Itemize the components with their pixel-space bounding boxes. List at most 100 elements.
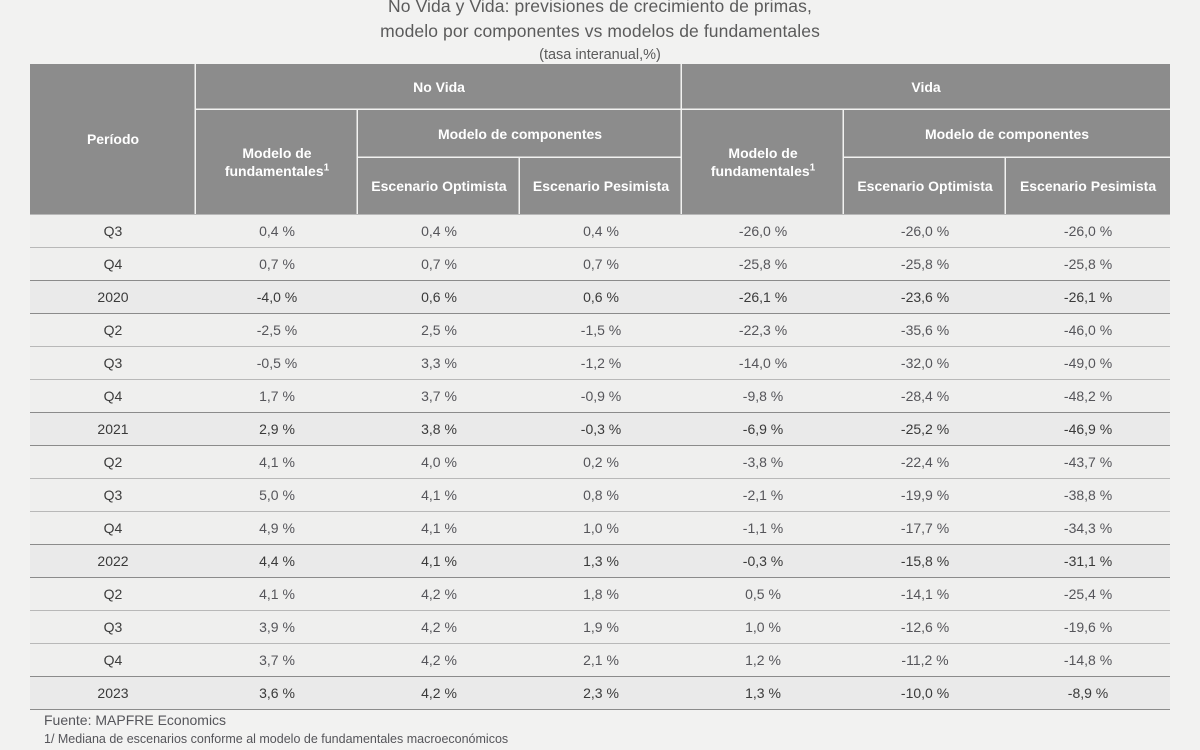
header-vida-fundamentales-label: Modelo de fundamentales — [710, 145, 810, 179]
cell-vida-fundamentales: -14,0 % — [682, 346, 845, 380]
cell-period: Q4 — [30, 511, 196, 545]
cell-vida-optimista: -25,2 % — [844, 412, 1007, 446]
table-body: Q3 0,4 % 0,4 % 0,4 % -26,0 % -26,0 % -26,0 % Q4… — [30, 214, 1171, 710]
cell-vida-optimista: -23,6 % — [844, 280, 1007, 314]
cell-no-vida-optimista: 4,2 % — [358, 610, 520, 644]
table-row-year: 2021 2,9 % 3,8 % -0,3 % -6,9 % -25,2 % -46,9 % — [30, 412, 1171, 446]
cell-vida-pesimista: -49,0 % — [1006, 346, 1171, 380]
cell-no-vida-optimista: 4,1 % — [358, 511, 520, 545]
cell-no-vida-fundamentales: 0,7 % — [196, 247, 358, 281]
cell-vida-optimista: -17,7 % — [844, 511, 1007, 545]
cell-vida-pesimista: -31,1 % — [1006, 544, 1171, 578]
cell-no-vida-pesimista: 0,4 % — [520, 214, 683, 248]
cell-no-vida-pesimista: 2,1 % — [520, 643, 683, 677]
cell-no-vida-pesimista: 2,3 % — [520, 676, 683, 710]
footnote-marker-vida: 1 — [809, 162, 816, 174]
cell-vida-fundamentales: -1,1 % — [682, 511, 845, 545]
table-footer: Fuente: MAPFRE Economics 1/ Mediana de e… — [44, 710, 1144, 749]
cell-period: Q2 — [30, 445, 196, 479]
cell-no-vida-optimista: 4,2 % — [358, 643, 520, 677]
cell-vida-optimista: -11,2 % — [844, 643, 1007, 677]
cell-vida-pesimista: -38,8 % — [1006, 478, 1171, 512]
footer-source: Fuente: MAPFRE Economics — [44, 712, 227, 728]
table-row: Q2 4,1 % 4,0 % 0,2 % -3,8 % -22,4 % -43,7 % — [30, 445, 1171, 479]
table-header: Período No Vida Vida Modelo de fundament… — [30, 64, 1171, 215]
cell-no-vida-pesimista: -0,9 % — [520, 379, 683, 413]
cell-vida-pesimista: -26,1 % — [1006, 280, 1171, 314]
cell-no-vida-pesimista: 1,0 % — [520, 511, 683, 545]
cell-vida-pesimista: -8,9 % — [1006, 676, 1171, 710]
cell-vida-optimista: -32,0 % — [844, 346, 1007, 380]
cell-vida-pesimista: -25,8 % — [1006, 247, 1171, 281]
cell-no-vida-fundamentales: 0,4 % — [196, 214, 358, 248]
header-vida-componentes: Modelo de componentes — [844, 110, 1171, 159]
header-no-vida-optimista: Escenario Optimista — [358, 158, 520, 215]
cell-vida-optimista: -25,8 % — [844, 247, 1007, 281]
cell-vida-optimista: -28,4 % — [844, 379, 1007, 413]
title-line-1: No Vida y Vida: previsiones de crecimien… — [388, 0, 812, 16]
cell-no-vida-fundamentales: 5,0 % — [196, 478, 358, 512]
cell-vida-pesimista: -48,2 % — [1006, 379, 1171, 413]
cell-vida-optimista: -14,1 % — [844, 577, 1007, 611]
cell-no-vida-pesimista: 1,8 % — [520, 577, 683, 611]
cell-vida-fundamentales: -2,1 % — [682, 478, 845, 512]
cell-period: Q3 — [30, 346, 196, 380]
footnote-marker-no-vida: 1 — [323, 162, 330, 174]
table-row: Q2 -2,5 % 2,5 % -1,5 % -22,3 % -35,6 % -46,0 % — [30, 313, 1171, 347]
header-vida-optimista: Escenario Optimista — [844, 158, 1007, 215]
cell-no-vida-pesimista: 0,7 % — [520, 247, 683, 281]
cell-no-vida-fundamentales: 3,6 % — [196, 676, 358, 710]
cell-no-vida-optimista: 2,5 % — [358, 313, 520, 347]
cell-no-vida-pesimista: 0,6 % — [520, 280, 683, 314]
header-vida-fundamentales: Modelo de fundamentales1 — [682, 110, 845, 215]
cell-vida-optimista: -12,6 % — [844, 610, 1007, 644]
cell-period: Q3 — [30, 214, 196, 248]
header-row-models: Modelo de fundamentales1 Modelo de compo… — [30, 110, 1171, 215]
header-no-vida-fundamentales: Modelo de fundamentales1 — [196, 110, 358, 215]
footer-note: 1/ Mediana de escenarios conforme al mod… — [44, 732, 509, 746]
title-line-2: modelo por componentes vs modelos de fun… — [380, 21, 820, 41]
cell-period: 2020 — [30, 280, 196, 314]
table-row: Q4 4,9 % 4,1 % 1,0 % -1,1 % -17,7 % -34,3 % — [30, 511, 1171, 545]
cell-no-vida-fundamentales: -2,5 % — [196, 313, 358, 347]
cell-no-vida-fundamentales: 4,1 % — [196, 445, 358, 479]
cell-no-vida-fundamentales: 1,7 % — [196, 379, 358, 413]
header-no-vida-componentes: Modelo de componentes — [358, 110, 683, 159]
cell-no-vida-optimista: 4,1 % — [358, 478, 520, 512]
cell-no-vida-optimista: 3,8 % — [358, 412, 520, 446]
table-row: Q4 0,7 % 0,7 % 0,7 % -25,8 % -25,8 % -25,8 % — [30, 247, 1171, 281]
cell-vida-fundamentales: 0,5 % — [682, 577, 845, 611]
table-row: Q3 -0,5 % 3,3 % -1,2 % -14,0 % -32,0 % -49,0 % — [30, 346, 1171, 380]
cell-period: Q2 — [30, 577, 196, 611]
forecast-table: Período No Vida Vida Modelo de fundament… — [30, 64, 1171, 710]
data-table-container: Período No Vida Vida Modelo de fundament… — [30, 64, 1171, 710]
cell-period: Q3 — [30, 610, 196, 644]
cell-no-vida-fundamentales: 4,4 % — [196, 544, 358, 578]
cell-no-vida-fundamentales: -0,5 % — [196, 346, 358, 380]
title-subtitle: (tasa interanual,%) — [539, 47, 661, 63]
cell-vida-fundamentales: 1,3 % — [682, 676, 845, 710]
cell-no-vida-optimista: 4,0 % — [358, 445, 520, 479]
cell-period: 2022 — [30, 544, 196, 578]
cell-no-vida-pesimista: 0,8 % — [520, 478, 683, 512]
cell-vida-fundamentales: -26,0 % — [682, 214, 845, 248]
header-group-vida: Vida — [682, 64, 1171, 110]
cell-vida-pesimista: -14,8 % — [1006, 643, 1171, 677]
cell-no-vida-optimista: 4,2 % — [358, 577, 520, 611]
cell-vida-pesimista: -46,9 % — [1006, 412, 1171, 446]
table-row: Q3 5,0 % 4,1 % 0,8 % -2,1 % -19,9 % -38,8 % — [30, 478, 1171, 512]
cell-vida-fundamentales: -22,3 % — [682, 313, 845, 347]
table-row: Q4 3,7 % 4,2 % 2,1 % 1,2 % -11,2 % -14,8 % — [30, 643, 1171, 677]
header-group-no-vida: No Vida — [196, 64, 683, 110]
table-row: Q3 0,4 % 0,4 % 0,4 % -26,0 % -26,0 % -26,0 % — [30, 214, 1171, 248]
header-vida-pesimista: Escenario Pesimista — [1006, 158, 1171, 215]
cell-no-vida-pesimista: 0,2 % — [520, 445, 683, 479]
cell-vida-fundamentales: -25,8 % — [682, 247, 845, 281]
cell-no-vida-fundamentales: -4,0 % — [196, 280, 358, 314]
cell-vida-pesimista: -26,0 % — [1006, 214, 1171, 248]
cell-period: Q2 — [30, 313, 196, 347]
cell-vida-pesimista: -43,7 % — [1006, 445, 1171, 479]
cell-period: Q4 — [30, 247, 196, 281]
header-periodo: Período — [30, 64, 196, 215]
cell-vida-fundamentales: -3,8 % — [682, 445, 845, 479]
